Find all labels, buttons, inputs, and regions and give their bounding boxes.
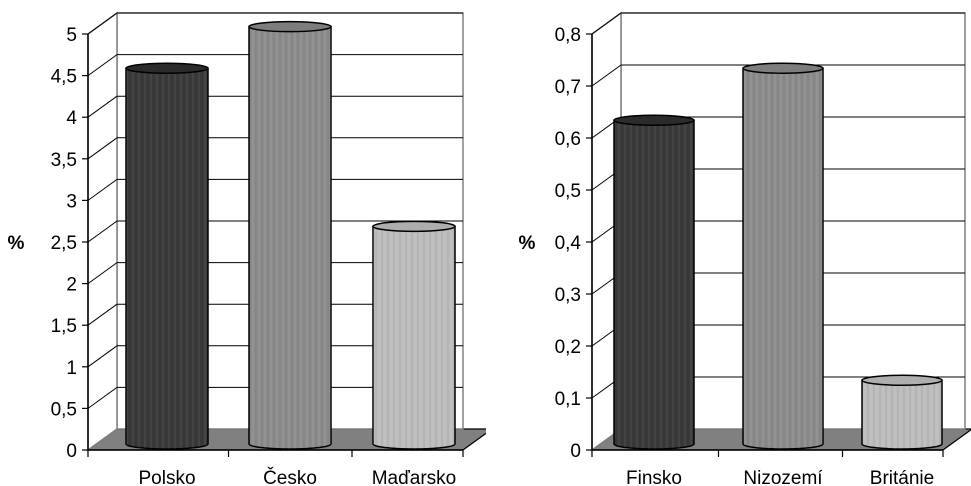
bar-texture xyxy=(862,380,942,449)
bar-top xyxy=(248,20,332,33)
gridline-diagonal xyxy=(87,54,118,77)
gridline-diagonal xyxy=(87,137,118,160)
gridline-diagonal xyxy=(87,303,118,326)
bar-top xyxy=(742,62,824,74)
y-tick-label: 3,5 xyxy=(51,150,77,171)
bar-texture xyxy=(743,68,823,449)
x-category-label: Maďarsko xyxy=(372,468,457,486)
gridline-diagonal xyxy=(87,386,118,409)
bar xyxy=(125,62,209,450)
bar-top xyxy=(861,374,943,386)
bar-texture xyxy=(126,68,208,449)
y-tick-label: 3 xyxy=(66,191,77,212)
y-tick-label: 0,3 xyxy=(555,285,581,306)
bar xyxy=(861,374,943,450)
bar xyxy=(742,62,824,450)
bar-top xyxy=(613,114,695,126)
y-tick-label: 1 xyxy=(66,358,77,379)
bar xyxy=(613,114,695,450)
gridline-diagonal xyxy=(87,345,118,368)
chart-right: 0 0,1 0,2 0,3 0,4 0,5 0,6 0,7 0,8 Finsko Nizozemí B… xyxy=(519,11,971,486)
gridline-diagonal xyxy=(87,178,118,201)
x-category-label: Finsko xyxy=(626,468,682,486)
x-category-label: Nizozemí xyxy=(743,468,823,486)
y-tick-label: 4,5 xyxy=(51,67,77,88)
y-tick-label: 0,4 xyxy=(555,233,582,254)
x-category-label: Británie xyxy=(870,468,934,486)
gridline-diagonal xyxy=(591,12,622,35)
y-tick-label: 0,1 xyxy=(555,389,581,410)
y-tick-label: 0 xyxy=(570,441,581,462)
bar-top xyxy=(125,62,209,74)
y-tick-label: 0,7 xyxy=(555,77,581,98)
y-axis-label: % xyxy=(519,233,536,254)
gridline-diagonal xyxy=(87,95,118,118)
y-tick-label: 0,5 xyxy=(51,399,77,420)
gridline-diagonal xyxy=(87,220,118,243)
y-tick-label: 0 xyxy=(66,441,77,462)
x-category-label: Polsko xyxy=(138,468,195,486)
bar-texture xyxy=(373,226,455,449)
y-tick-label: 0,2 xyxy=(555,337,581,358)
y-axis-label: % xyxy=(8,233,25,254)
y-tick-label: 1,5 xyxy=(51,316,77,337)
bar xyxy=(248,20,332,450)
y-tick-label: 2 xyxy=(66,275,77,296)
y-tick-label: 0,6 xyxy=(555,129,581,150)
bar xyxy=(372,220,456,450)
chart-left: 0 0,5 1 1,5 2 2,5 3 3,5 4 4,5 5 Polsko Česko Maďarsko… xyxy=(8,11,486,486)
y-tick-label: 2,5 xyxy=(51,233,77,254)
gridline-diagonal xyxy=(87,262,118,285)
y-tick-label: 0,5 xyxy=(555,181,581,202)
bar-texture xyxy=(249,26,331,450)
gridline-diagonal xyxy=(591,64,622,87)
x-category-label: Česko xyxy=(263,467,317,486)
gridline-diagonal xyxy=(87,12,118,35)
y-tick-label: 0,8 xyxy=(555,25,581,46)
bar-top xyxy=(372,220,456,233)
y-tick-label: 5 xyxy=(66,25,77,46)
bar-texture xyxy=(614,120,694,449)
y-tick-label: 4 xyxy=(66,108,77,129)
